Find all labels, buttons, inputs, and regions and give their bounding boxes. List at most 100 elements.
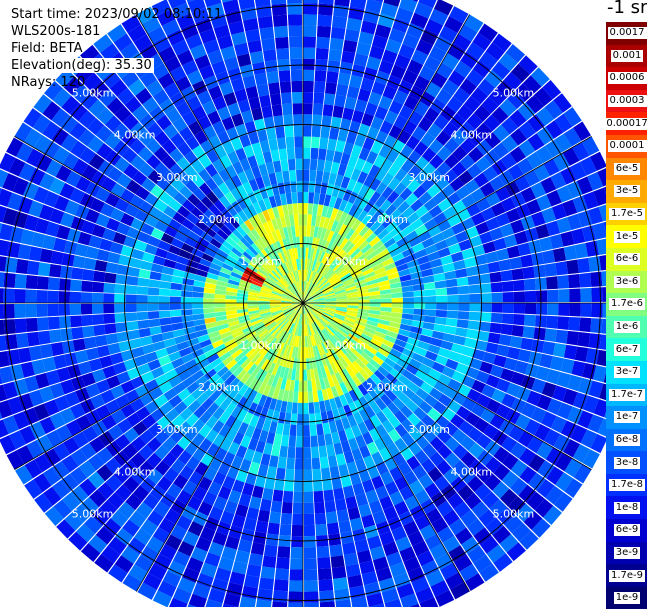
beta-bin [230,271,243,280]
beta-bin [418,65,436,82]
beta-bin [269,93,282,106]
beta-bin [16,445,34,465]
beta-bin [309,285,317,295]
beta-bin [570,161,587,181]
beta-bin [407,530,425,547]
beta-bin [55,165,72,182]
beta-bin [85,181,101,198]
beta-bin [262,316,274,324]
beta-bin [39,386,55,403]
beta-bin [363,348,375,359]
beta-bin [74,243,89,257]
beta-bin [238,0,255,10]
colorbar-label: 1e-9 [613,592,641,605]
beta-bin [342,340,353,350]
beta-bin [347,414,358,428]
beta-bin [533,327,547,341]
beta-bin [222,451,236,466]
beta-bin [369,220,382,233]
beta-bin [399,353,412,364]
beta-bin [245,248,256,259]
beta-bin [207,267,220,276]
beta-bin [591,303,603,318]
beta-bin [176,13,195,30]
beta-bin [121,546,140,564]
beta-bin [389,562,407,578]
beta-bin [237,99,251,113]
beta-bin [534,424,551,441]
beta-bin [208,506,224,521]
beta-bin [453,87,470,104]
beta-bin [379,253,392,263]
beta-bin [373,369,386,382]
beta-bin [164,508,181,525]
beta-bin [261,263,272,274]
beta-bin [566,259,580,275]
beta-bin [289,36,303,48]
beta-bin [116,331,130,343]
beta-bin [436,295,448,303]
beta-bin [419,211,434,224]
beta-bin [225,295,237,300]
beta-bin [54,195,70,212]
beta-bin [74,204,90,220]
beta-bin [191,369,205,382]
beta-bin [380,233,393,244]
beta-bin [206,2,225,18]
beta-bin [303,436,311,448]
beta-bin [235,336,248,346]
beta-bin [503,71,523,91]
beta-bin [154,162,169,177]
beta-bin [590,434,607,454]
beta-bin [226,342,238,352]
beta-bin [289,285,297,295]
beta-bin [212,471,227,486]
beta-bin [85,347,100,361]
beta-bin [285,333,292,345]
colorbar-label: 1.7e-9 [608,569,646,582]
beta-bin [390,287,403,294]
beta-bin [204,247,217,258]
beta-bin [291,91,303,104]
beta-bin [283,321,291,331]
beta-bin [220,267,232,276]
beta-bin [277,205,285,218]
beta-bin [452,33,472,51]
beta-bin [251,338,262,348]
beta-bin [313,306,324,312]
beta-bin [267,522,280,535]
beta-bin [389,208,402,221]
beta-bin [100,43,120,62]
beta-bin [563,127,582,147]
beta-bin [294,346,299,359]
beta-bin [588,380,604,399]
beta-bin [168,244,182,256]
beta-bin [393,213,407,226]
beta-bin [3,319,16,335]
beta-bin [414,420,429,435]
beta-bin [75,414,92,431]
beta-bin [430,72,448,89]
beta-bin [322,422,331,435]
beta-bin [212,159,225,173]
beta-bin [537,460,555,479]
beta-bin [169,309,182,317]
beta-bin [284,261,291,273]
beta-bin [310,311,318,321]
beta-bin [205,321,218,329]
beta-bin [69,291,82,303]
beta-bin [184,427,199,442]
beta-bin [213,24,231,39]
beta-bin [130,398,145,412]
beta-bin [368,286,380,293]
beta-bin [333,233,342,246]
beta-bin [484,473,502,491]
beta-bin [83,515,103,535]
beta-bin [292,270,298,282]
beta-bin [284,309,295,317]
beta-bin [331,319,342,328]
beta-bin [412,185,427,199]
beta-bin [520,215,536,231]
beta-bin [293,214,299,226]
beta-bin [357,383,369,396]
